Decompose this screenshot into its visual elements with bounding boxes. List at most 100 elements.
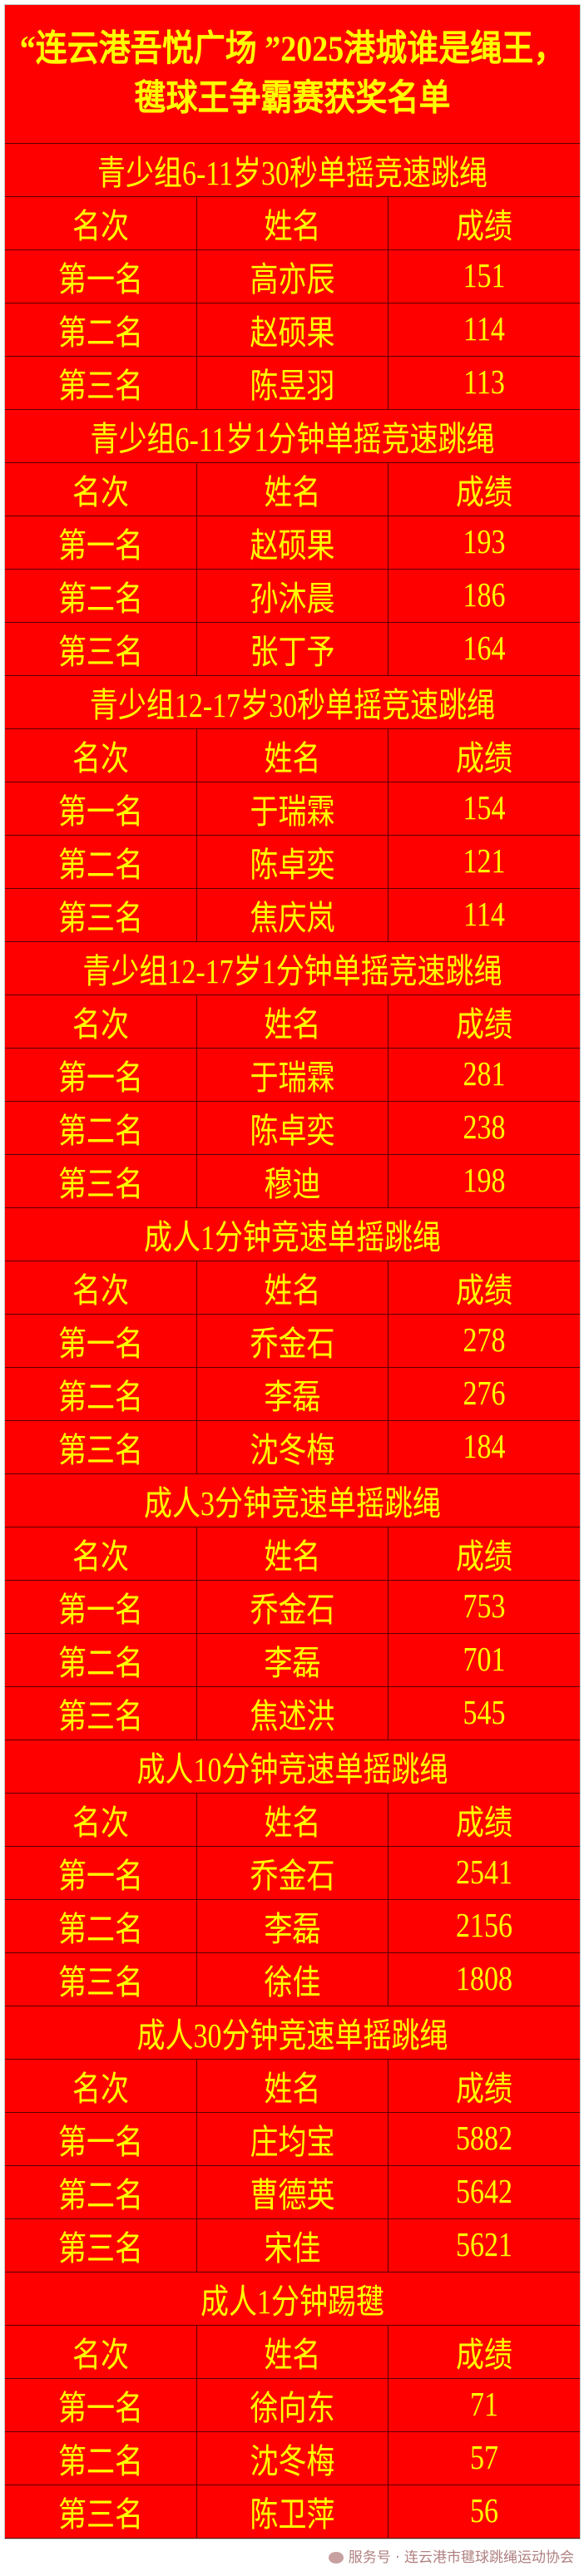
score-cell: 114 (389, 889, 580, 941)
column-header: 名次 (5, 2326, 197, 2378)
table-row: 第二名 孙沐晨 186 (5, 570, 580, 623)
score-cell-text: 545 (463, 1694, 506, 1732)
table-row: 第三名 沈冬梅 184 (5, 1421, 580, 1474)
score-cell-text: 238 (463, 1108, 506, 1147)
score-cell: 278 (389, 1315, 580, 1367)
rank-cell-text: 第三名 (58, 2497, 143, 2534)
table-row: 第三名 陈卫萍 56 (5, 2485, 580, 2539)
name-cell-text: 徐佳 (264, 1965, 321, 2002)
rank-cell-text: 第二名 (58, 1912, 143, 1949)
name-cell-text: 李磊 (264, 1379, 321, 1417)
header-row: 名次 姓名 成绩 (5, 463, 580, 516)
event-title: 成人10分钟竞速单摇跳绳 (5, 1740, 580, 1794)
score-cell: 121 (389, 836, 580, 888)
rank-cell-text: 第一名 (58, 1326, 143, 1364)
name-cell: 穆迪 (197, 1155, 389, 1207)
name-cell: 陈昱羽 (197, 357, 389, 409)
score-cell: 2541 (389, 1847, 580, 1899)
rank-cell-text: 第二名 (58, 2444, 143, 2481)
table-row: 第二名 陈卓奕 121 (5, 836, 580, 889)
score-cell: 701 (389, 1634, 580, 1686)
event-title-text: 成人1分钟踢毽 (200, 2284, 384, 2322)
rank-cell: 第二名 (5, 2166, 197, 2218)
name-cell-text: 高亦辰 (250, 262, 335, 299)
column-header: 成绩 (389, 1527, 580, 1580)
score-cell: 164 (389, 623, 580, 675)
score-cell: 154 (389, 782, 580, 835)
column-header-text: 姓名 (264, 2337, 321, 2375)
table-row: 第一名 高亦辰 151 (5, 250, 580, 303)
rank-cell: 第一名 (5, 2379, 197, 2431)
table-row: 第三名 张丁予 164 (5, 623, 580, 676)
score-cell: 151 (389, 250, 580, 303)
event-title-text: 成人3分钟竞速单摇跳绳 (144, 1486, 441, 1523)
score-cell-text: 151 (463, 257, 506, 295)
rank-cell: 第二名 (5, 1368, 197, 1420)
column-header: 成绩 (389, 197, 580, 249)
column-header: 名次 (5, 1527, 197, 1580)
rank-cell-text: 第二名 (58, 1379, 143, 1417)
table-row: 第二名 李磊 276 (5, 1368, 580, 1421)
column-header-text: 成绩 (456, 1539, 512, 1577)
rank-cell: 第三名 (5, 889, 197, 941)
name-cell-text: 于瑞霖 (250, 1060, 335, 1098)
column-header-text: 成绩 (456, 1007, 512, 1044)
rank-cell-text: 第二名 (58, 315, 143, 353)
column-header: 姓名 (197, 1794, 389, 1846)
rank-cell-text: 第一名 (58, 1858, 143, 1896)
score-cell-text: 154 (463, 789, 506, 827)
column-header: 姓名 (197, 2060, 389, 2112)
header-row: 名次 姓名 成绩 (5, 995, 580, 1049)
column-header: 名次 (5, 729, 197, 782)
rank-cell: 第一名 (5, 2113, 197, 2165)
event-section: 青少组12-17岁1分钟单摇竞速跳绳 名次 姓名 成绩 第一名 于瑞霖 281 第二名 陈卓奕 2… (5, 942, 580, 1208)
rank-cell: 第一名 (5, 250, 197, 303)
table-row: 第三名 焦述洪 545 (5, 1687, 580, 1740)
score-cell-text: 113 (463, 363, 505, 402)
rank-cell: 第二名 (5, 1634, 197, 1686)
name-cell-text: 赵硕果 (250, 315, 335, 353)
score-cell-text: 193 (463, 523, 506, 561)
column-header-text: 姓名 (264, 1007, 321, 1044)
event-section: 成人10分钟竞速单摇跳绳 名次 姓名 成绩 第一名 乔金石 2541 第二名 李磊 2156 第三名… (5, 1740, 580, 2006)
table-row: 第二名 李磊 701 (5, 1634, 580, 1687)
table-row: 第二名 沈冬梅 57 (5, 2432, 580, 2485)
event-title: 成人1分钟踢毽 (5, 2273, 580, 2326)
table-row: 第一名 乔金石 278 (5, 1315, 580, 1368)
column-header: 名次 (5, 995, 197, 1048)
column-header-text: 名次 (72, 1805, 129, 1843)
rank-cell: 第三名 (5, 623, 197, 675)
name-cell-text: 沈冬梅 (250, 2444, 335, 2481)
score-cell-text: 2541 (456, 1853, 512, 1892)
score-cell-text: 184 (463, 1428, 506, 1466)
name-cell: 沈冬梅 (197, 2432, 389, 2485)
table-row: 第一名 赵硕果 193 (5, 516, 580, 570)
column-header-text: 名次 (72, 475, 129, 512)
rank-cell: 第三名 (5, 1953, 197, 2006)
rank-cell: 第三名 (5, 1687, 197, 1740)
rank-cell-text: 第一名 (58, 794, 143, 832)
column-header-text: 姓名 (264, 1273, 321, 1310)
name-cell-text: 乔金石 (250, 1592, 335, 1630)
score-cell: 184 (389, 1421, 580, 1473)
column-header: 成绩 (389, 463, 580, 516)
name-cell-text: 赵硕果 (250, 528, 335, 565)
name-cell: 张丁予 (197, 623, 389, 675)
name-cell: 宋佳 (197, 2219, 389, 2272)
column-header-text: 名次 (72, 2337, 129, 2375)
event-section: 青少组12-17岁30秒单摇竞速跳绳 名次 姓名 成绩 第一名 于瑞霖 154 第二名 陈卓奕 1… (5, 676, 580, 942)
table-row: 第一名 庄均宝 5882 (5, 2113, 580, 2166)
name-cell: 赵硕果 (197, 303, 389, 356)
name-cell-text: 焦庆岚 (250, 901, 335, 938)
header-row: 名次 姓名 成绩 (5, 2326, 580, 2379)
rank-cell: 第一名 (5, 1847, 197, 1899)
column-header-text: 名次 (72, 1539, 129, 1577)
column-header: 成绩 (389, 1261, 580, 1314)
name-cell: 徐向东 (197, 2379, 389, 2431)
table-row: 第三名 徐佳 1808 (5, 1953, 580, 2006)
rank-cell: 第二名 (5, 303, 197, 356)
name-cell: 赵硕果 (197, 516, 389, 569)
table-row: 第二名 陈卓奕 238 (5, 1102, 580, 1155)
rank-cell-text: 第二名 (58, 1113, 143, 1151)
column-header-text: 姓名 (264, 475, 321, 512)
